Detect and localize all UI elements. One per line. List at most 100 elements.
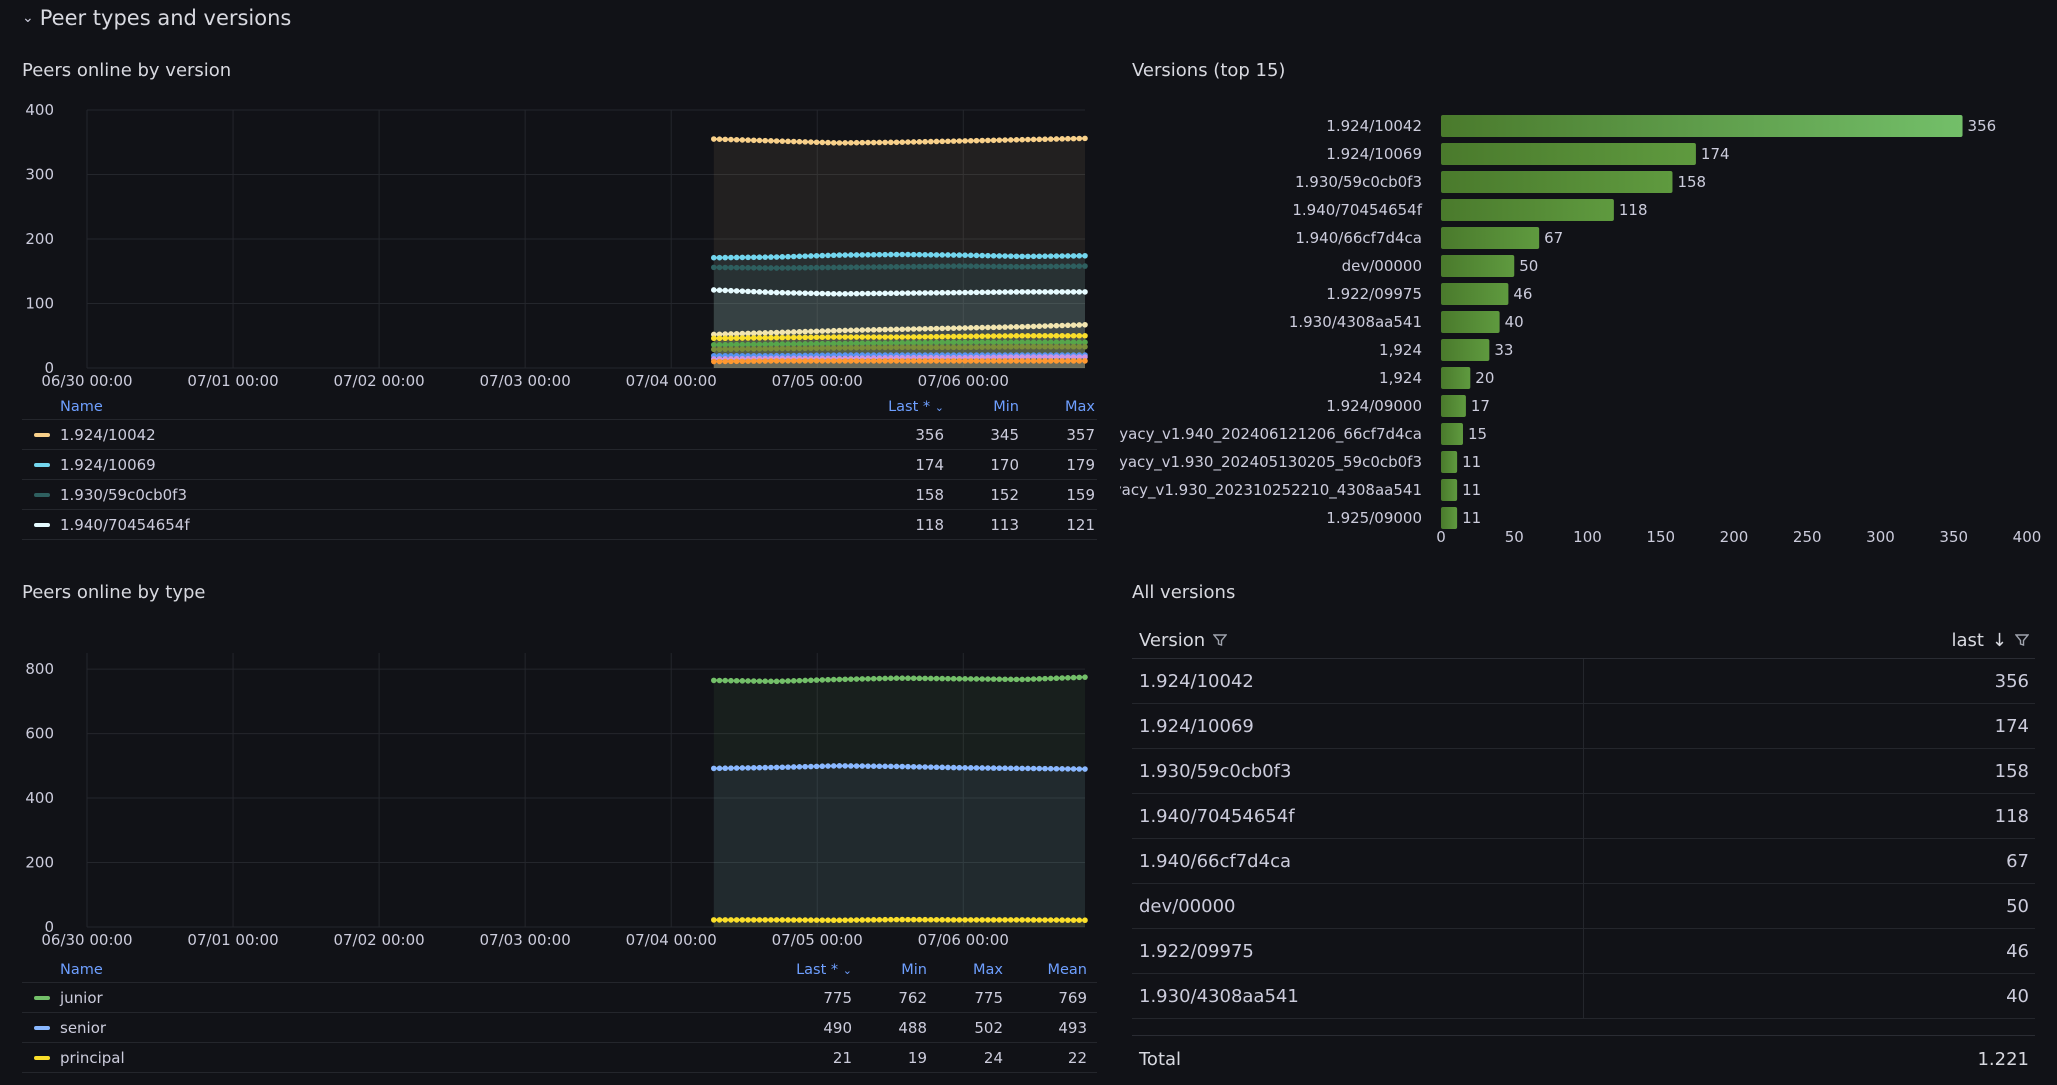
- legend-row[interactable]: junior 775 762 775 769: [22, 983, 1097, 1013]
- data-point: [1025, 917, 1031, 923]
- data-point: [853, 264, 860, 270]
- data-point: [1002, 358, 1008, 364]
- table-row[interactable]: 1.924/10069 174: [1132, 704, 2035, 749]
- legend-row[interactable]: 1.924/10069 174 170 179: [22, 450, 1097, 480]
- legend-header-min[interactable]: Min: [901, 962, 927, 978]
- data-point: [768, 764, 774, 771]
- data-point: [876, 290, 883, 297]
- data-point: [928, 252, 934, 258]
- data-point: [1013, 676, 1020, 683]
- legend-row-last: 490: [823, 1018, 852, 1037]
- data-point: [1013, 263, 1020, 270]
- data-point: [745, 254, 751, 261]
- panel-title-versions-ts[interactable]: Peers online by version: [22, 60, 232, 81]
- versions-timeseries-chart[interactable]: 06/30 00:00 07/01 00:00 07/02 00:00 07/03 0…: [0, 90, 1100, 395]
- data-point: [865, 252, 871, 258]
- legend-row[interactable]: senior 490 488 502 493: [22, 1013, 1097, 1043]
- table-row[interactable]: 1.930/59c0cb0f3 158: [1132, 749, 2035, 794]
- data-point: [985, 676, 991, 682]
- column-header-version[interactable]: Version: [1132, 622, 1584, 658]
- legend-header-max[interactable]: Max: [973, 962, 1003, 978]
- data-point: [1059, 332, 1065, 339]
- legend-header-name[interactable]: Name: [60, 399, 103, 415]
- bar-category-label: 1.924/09000: [1326, 397, 1422, 415]
- table-row[interactable]: 1.924/10042 356: [1132, 659, 2035, 704]
- data-point: [1042, 289, 1048, 295]
- data-point: [859, 252, 866, 258]
- chevron-down-icon[interactable]: ⌄: [22, 10, 34, 26]
- series-color-swatch: [34, 432, 50, 437]
- legend-row[interactable]: principal 21 19 24 22: [22, 1043, 1097, 1073]
- data-point: [1076, 674, 1083, 681]
- legend-row-min: 170: [990, 455, 1019, 474]
- data-point: [779, 345, 786, 352]
- legend-header-last[interactable]: Last * ⌄: [757, 962, 852, 978]
- panel-title-all-versions[interactable]: All versions: [1132, 582, 1236, 603]
- data-point: [956, 252, 963, 258]
- data-point: [979, 917, 986, 923]
- data-point: [836, 252, 843, 258]
- legend-row-max: 502: [974, 1018, 1003, 1037]
- data-point: [933, 138, 940, 145]
- legend-row-name: 1.924/10069: [60, 455, 156, 474]
- data-point: [1076, 322, 1083, 328]
- table-row[interactable]: 1.940/70454654f 118: [1132, 794, 2035, 839]
- legend-header-min[interactable]: Min: [993, 399, 1019, 415]
- table-row[interactable]: 1.922/09975 46: [1132, 929, 2035, 974]
- legend-row-min: 762: [898, 988, 927, 1007]
- table-row[interactable]: 1.940/66cf7d4ca 67: [1132, 839, 2035, 884]
- legend-row[interactable]: 1.940/70454654f 118 113 121: [22, 510, 1097, 540]
- data-point: [733, 264, 740, 271]
- column-header-last[interactable]: last ↓: [1584, 630, 2035, 651]
- data-point: [842, 340, 848, 347]
- data-point: [928, 764, 934, 770]
- legend-header-mean[interactable]: Mean: [1047, 962, 1087, 978]
- data-point: [1002, 253, 1008, 259]
- filter-icon[interactable]: [2015, 633, 2029, 647]
- data-point: [716, 346, 723, 353]
- data-point: [1065, 263, 1071, 270]
- data-point: [722, 331, 729, 337]
- data-point: [813, 763, 820, 770]
- types-timeseries-chart[interactable]: 06/30 00:00 07/01 00:00 07/02 00:00 07/03 0…: [0, 625, 1100, 965]
- series-color-swatch: [34, 522, 50, 527]
- data-point: [910, 326, 917, 332]
- versions-legend: Name Last * ⌄ Min Max 1.924/10042 356 34…: [22, 395, 1097, 550]
- data-point: [1047, 354, 1054, 360]
- row-header[interactable]: ⌄ Peer types and versions: [22, 6, 291, 30]
- legend-row[interactable]: 1.924/10042 356 345 357: [22, 420, 1097, 450]
- legend-row[interactable]: 1.930/59c0cb0f3 158 152 159: [22, 480, 1097, 510]
- legend-header-last[interactable]: Last * ⌄: [849, 399, 944, 415]
- table-row[interactable]: dev/00000 50: [1132, 884, 2035, 929]
- data-point: [950, 252, 957, 258]
- data-point: [796, 290, 803, 296]
- legend-row-max: 357: [1066, 425, 1095, 444]
- data-point: [916, 344, 923, 351]
- data-point: [1007, 253, 1014, 259]
- data-point: [985, 324, 991, 331]
- data-point: [796, 328, 803, 335]
- data-point: [893, 251, 900, 258]
- panel-title-type-ts[interactable]: Peers online by type: [22, 582, 206, 603]
- data-point: [728, 331, 734, 337]
- data-point: [1053, 322, 1060, 329]
- legend-row-min: 345: [990, 425, 1019, 444]
- data-point: [779, 254, 786, 260]
- x-tick-label: 06/30 00:00: [41, 931, 132, 949]
- data-point: [1070, 135, 1077, 142]
- top15-bar-chart[interactable]: 0 50 100 150 200 250 300 350 400 1.924/10042 356 1.…: [1120, 100, 2045, 555]
- filter-icon[interactable]: [1213, 633, 1228, 647]
- y-tick-label: 200: [25, 854, 54, 872]
- panel-title-top15[interactable]: Versions (top 15): [1132, 60, 1286, 81]
- bar-category-label: 1.930/4308aa541: [1289, 313, 1422, 331]
- legend-header-max[interactable]: Max: [1065, 399, 1095, 415]
- data-point: [882, 290, 888, 297]
- data-point: [1065, 332, 1071, 339]
- table-row[interactable]: 1.930/4308aa541 40: [1132, 974, 2035, 1019]
- data-point: [1019, 332, 1025, 339]
- data-point: [733, 677, 740, 684]
- table-cell-last: 158: [1994, 760, 2029, 782]
- legend-header-name[interactable]: Name: [60, 962, 103, 978]
- data-point: [773, 265, 780, 271]
- data-point: [985, 358, 991, 364]
